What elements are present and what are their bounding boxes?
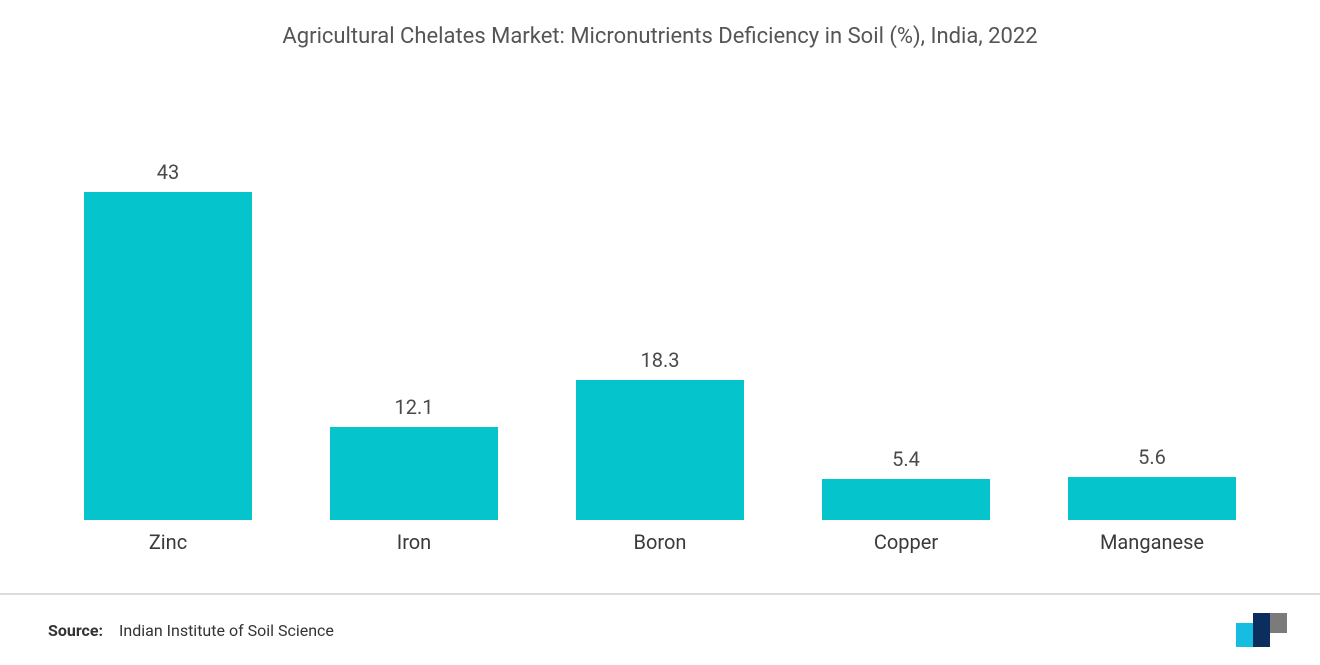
bar-category-label: Boron xyxy=(634,530,687,554)
logo-shape xyxy=(1236,623,1253,647)
bar-slot: 43 Zinc xyxy=(60,160,276,520)
bar xyxy=(330,427,498,520)
chart-title: Agricultural Chelates Market: Micronutri… xyxy=(0,0,1320,57)
bar-category-label: Zinc xyxy=(149,530,187,554)
bar-value-label: 5.6 xyxy=(1138,445,1166,469)
chart-footer: Source: Indian Institute of Soil Science xyxy=(0,593,1320,665)
bar-slot: 5.4 Copper xyxy=(798,160,1014,520)
bar-category-label: Manganese xyxy=(1100,530,1204,554)
bar-category-label: Copper xyxy=(874,530,938,554)
brand-logo-icon xyxy=(1236,613,1290,647)
source-text: Indian Institute of Soil Science xyxy=(119,621,334,640)
bar xyxy=(84,192,252,520)
bar-value-label: 12.1 xyxy=(395,395,434,419)
bar-chart: 43 Zinc 12.1 Iron 18.3 Boron 5.4 Copper … xyxy=(60,160,1260,520)
bar-slot: 18.3 Boron xyxy=(552,160,768,520)
source-line: Source: Indian Institute of Soil Science xyxy=(48,621,334,640)
bar-value-label: 18.3 xyxy=(641,348,680,372)
bar xyxy=(1068,477,1236,520)
logo-shape xyxy=(1270,613,1287,633)
bar-value-label: 5.4 xyxy=(892,447,920,471)
bar xyxy=(576,380,744,520)
bar xyxy=(822,479,990,520)
bar-value-label: 43 xyxy=(157,160,179,184)
source-label: Source: xyxy=(48,621,103,640)
bar-category-label: Iron xyxy=(397,530,431,554)
bar-slot: 12.1 Iron xyxy=(306,160,522,520)
bar-slot: 5.6 Manganese xyxy=(1044,160,1260,520)
logo-shape xyxy=(1253,613,1270,647)
